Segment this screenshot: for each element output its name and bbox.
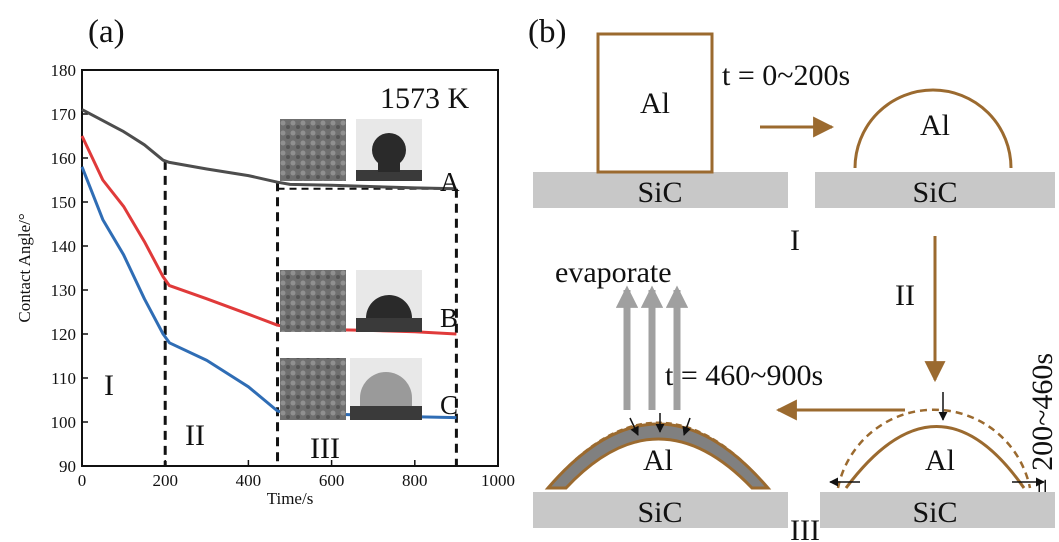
al-label-4: Al — [643, 444, 673, 477]
al-drop-evaporating-outline — [547, 421, 769, 489]
curve-label-C: C — [440, 390, 458, 420]
y-tick-label: 130 — [51, 281, 77, 300]
region-label-I: I — [104, 369, 114, 402]
inset-sample-C — [280, 358, 422, 420]
temperature-label: 1573 K — [380, 82, 470, 115]
plot-frame — [81, 69, 499, 467]
substrate-4 — [533, 492, 788, 528]
time-label-3: t = 460~900s — [665, 359, 823, 392]
substrate-label-2: SiC — [912, 176, 957, 209]
al-drop-hemisphere — [853, 88, 1013, 169]
x-tick-label: 200 — [152, 471, 178, 490]
y-axis-label: Contact Angle/° — [15, 213, 34, 322]
panel-a-label: (a) — [88, 14, 125, 50]
sem-image-C — [280, 358, 346, 420]
substrate-2 — [815, 172, 1055, 208]
al-label-1: Al — [640, 87, 670, 120]
substrate-label-1: SiC — [637, 176, 682, 209]
y-tick-label: 150 — [51, 193, 77, 212]
substrate-3 — [820, 492, 1055, 528]
panel-a: (a) 90 100 110 120 130 140 150 160 170 180 0 200 40… — [15, 14, 515, 508]
time-label-1: t = 0~200s — [722, 59, 850, 92]
substrate-label-3: SiC — [912, 496, 957, 529]
x-axis: 0 200 400 600 800 1000 — [78, 460, 515, 490]
x-tick-label: 400 — [236, 471, 262, 490]
step-label-III: III — [790, 514, 820, 542]
x-tick-label: 800 — [402, 471, 428, 490]
y-tick-label: 110 — [51, 369, 76, 388]
region-label-II: II — [185, 419, 205, 452]
step-label-II: II — [895, 279, 915, 312]
x-tick-label: 0 — [78, 471, 87, 490]
x-axis-label: Time/s — [267, 489, 314, 508]
y-axis: 90 100 110 120 130 140 150 160 170 180 — [51, 61, 88, 476]
panel-b: (b) SiC Al t = 0~200s SiC Al I II t = 20… — [528, 14, 1059, 542]
al-label-2: Al — [920, 109, 950, 142]
substrate-label-4: SiC — [637, 496, 682, 529]
evaporate-label: evaporate — [555, 256, 672, 289]
panel-b-label: (b) — [528, 14, 566, 50]
substrate-1 — [533, 172, 788, 208]
al-drop-spreading — [844, 425, 1026, 489]
inset-sample-A — [280, 119, 422, 181]
curve-label-A: A — [440, 167, 460, 197]
y-tick-label: 180 — [51, 61, 77, 80]
y-tick-label: 120 — [51, 325, 77, 344]
series-A-line — [81, 108, 457, 191]
sem-image-A — [280, 119, 346, 181]
x-tick-label: 600 — [319, 471, 345, 490]
curve-label-B: B — [440, 303, 458, 333]
y-tick-label: 90 — [59, 457, 76, 476]
al-block-initial — [596, 32, 714, 174]
sem-image-B — [280, 270, 346, 332]
y-tick-label: 100 — [51, 413, 77, 432]
y-tick-label: 170 — [51, 105, 77, 124]
x-tick-label: 1000 — [481, 471, 515, 490]
y-tick-label: 140 — [51, 237, 77, 256]
al-label-3: Al — [925, 444, 955, 477]
inset-sample-B — [280, 270, 422, 332]
layer-arrow-3 — [682, 417, 691, 436]
step-label-I: I — [790, 224, 800, 257]
y-tick-label: 160 — [51, 149, 77, 168]
layer-arrow-1 — [629, 417, 639, 436]
al-drop-previous-outline — [836, 408, 1032, 489]
region-label-III: III — [310, 432, 340, 465]
